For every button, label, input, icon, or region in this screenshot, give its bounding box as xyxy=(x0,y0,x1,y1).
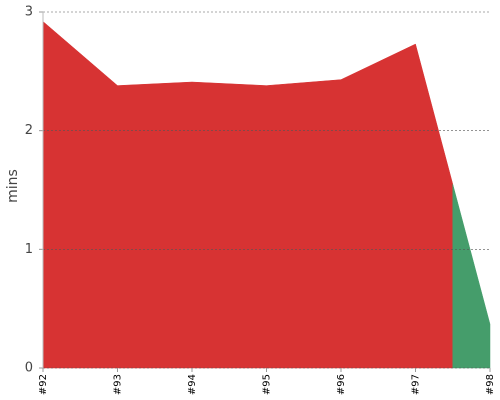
x-tick-label: #95 xyxy=(262,374,273,395)
x-tick-label: #94 xyxy=(187,374,198,395)
x-tick-label: #97 xyxy=(411,374,422,395)
area-segment xyxy=(80,52,155,369)
area-segment xyxy=(154,81,230,369)
x-tick-label: #96 xyxy=(336,374,347,395)
x-tick-label: #92 xyxy=(38,374,49,395)
x-tick-label: #98 xyxy=(485,374,496,395)
y-tick-label: 1 xyxy=(25,242,33,257)
y-tick-label: 2 xyxy=(25,123,33,138)
y-axis-label: mins xyxy=(5,169,21,203)
area-segment xyxy=(42,20,81,369)
area-segment xyxy=(229,82,304,369)
area-segment xyxy=(303,61,379,369)
y-tick-label: 3 xyxy=(25,5,33,20)
area-segment xyxy=(452,184,491,369)
area-segment xyxy=(378,43,453,369)
y-tick-label: 0 xyxy=(25,361,33,376)
x-tick-label: #93 xyxy=(113,374,124,395)
